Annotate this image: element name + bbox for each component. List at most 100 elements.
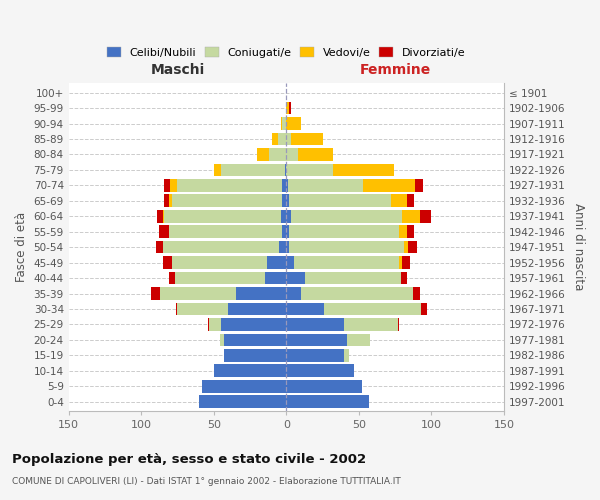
- Bar: [279, 241, 286, 254]
- Bar: [286, 380, 362, 392]
- Bar: [286, 179, 422, 192]
- Bar: [286, 364, 355, 377]
- Bar: [286, 194, 414, 207]
- Bar: [286, 364, 355, 377]
- Bar: [199, 396, 286, 408]
- Bar: [286, 272, 401, 284]
- Bar: [221, 164, 286, 176]
- Bar: [178, 302, 286, 316]
- Bar: [286, 334, 370, 346]
- Bar: [286, 318, 344, 331]
- Bar: [286, 380, 362, 392]
- Bar: [286, 302, 421, 316]
- Bar: [202, 380, 286, 392]
- Bar: [286, 256, 400, 269]
- Bar: [214, 364, 286, 377]
- Bar: [286, 287, 420, 300]
- Bar: [286, 396, 369, 408]
- Bar: [286, 194, 391, 207]
- Bar: [286, 396, 369, 408]
- Bar: [286, 364, 355, 377]
- Bar: [286, 287, 413, 300]
- Bar: [286, 334, 370, 346]
- Bar: [202, 380, 286, 392]
- Bar: [202, 380, 286, 392]
- Bar: [286, 349, 349, 362]
- Bar: [286, 241, 408, 254]
- Bar: [281, 210, 286, 222]
- Bar: [209, 318, 286, 331]
- Bar: [286, 179, 415, 192]
- Legend: Celibi/Nubili, Coniugati/e, Vedovi/e, Divorziati/e: Celibi/Nubili, Coniugati/e, Vedovi/e, Di…: [103, 43, 470, 62]
- Bar: [160, 287, 286, 300]
- Bar: [269, 148, 286, 161]
- Y-axis label: Anni di nascita: Anni di nascita: [572, 204, 585, 291]
- Bar: [224, 349, 286, 362]
- Bar: [286, 132, 323, 145]
- Bar: [214, 364, 286, 377]
- Bar: [164, 194, 286, 207]
- Bar: [286, 287, 301, 300]
- Bar: [286, 226, 414, 238]
- Bar: [286, 241, 404, 254]
- Bar: [286, 256, 410, 269]
- Bar: [286, 272, 401, 284]
- Bar: [286, 210, 403, 222]
- Bar: [286, 179, 288, 192]
- Bar: [286, 148, 298, 161]
- Bar: [268, 256, 286, 269]
- Text: Popolazione per età, sesso e stato civile - 2002: Popolazione per età, sesso e stato civil…: [12, 452, 366, 466]
- Bar: [286, 349, 349, 362]
- Bar: [220, 334, 286, 346]
- Bar: [286, 210, 431, 222]
- Bar: [282, 194, 286, 207]
- Bar: [286, 148, 333, 161]
- Bar: [156, 241, 286, 254]
- Bar: [163, 241, 286, 254]
- Bar: [286, 226, 407, 238]
- Bar: [172, 256, 286, 269]
- Text: Maschi: Maschi: [151, 63, 205, 77]
- Bar: [286, 396, 369, 408]
- Bar: [257, 148, 286, 161]
- Bar: [286, 396, 369, 408]
- Text: COMUNE DI CAPOLIVERI (LI) - Dati ISTAT 1° gennaio 2002 - Elaborazione TUTTITALIA: COMUNE DI CAPOLIVERI (LI) - Dati ISTAT 1…: [12, 478, 401, 486]
- Bar: [286, 380, 362, 392]
- Bar: [282, 226, 286, 238]
- Bar: [272, 132, 286, 145]
- Bar: [285, 164, 286, 176]
- Bar: [221, 318, 286, 331]
- Bar: [169, 226, 286, 238]
- Bar: [286, 102, 289, 114]
- Bar: [286, 164, 394, 176]
- Bar: [178, 302, 286, 316]
- Bar: [286, 226, 289, 238]
- Bar: [176, 302, 286, 316]
- Y-axis label: Fasce di età: Fasce di età: [15, 212, 28, 282]
- Bar: [286, 256, 403, 269]
- Bar: [169, 226, 286, 238]
- Bar: [172, 256, 286, 269]
- Bar: [286, 302, 421, 316]
- Bar: [228, 302, 286, 316]
- Bar: [163, 210, 286, 222]
- Bar: [278, 132, 286, 145]
- Bar: [286, 272, 407, 284]
- Bar: [286, 148, 333, 161]
- Bar: [224, 349, 286, 362]
- Bar: [286, 334, 370, 346]
- Bar: [286, 194, 289, 207]
- Bar: [286, 256, 293, 269]
- Bar: [286, 164, 333, 176]
- Bar: [265, 272, 286, 284]
- Bar: [199, 396, 286, 408]
- Bar: [220, 334, 286, 346]
- Bar: [163, 241, 286, 254]
- Bar: [151, 287, 286, 300]
- Bar: [286, 318, 398, 331]
- Bar: [286, 334, 347, 346]
- Bar: [281, 117, 286, 130]
- Bar: [178, 179, 286, 192]
- Bar: [286, 272, 305, 284]
- Bar: [170, 179, 286, 192]
